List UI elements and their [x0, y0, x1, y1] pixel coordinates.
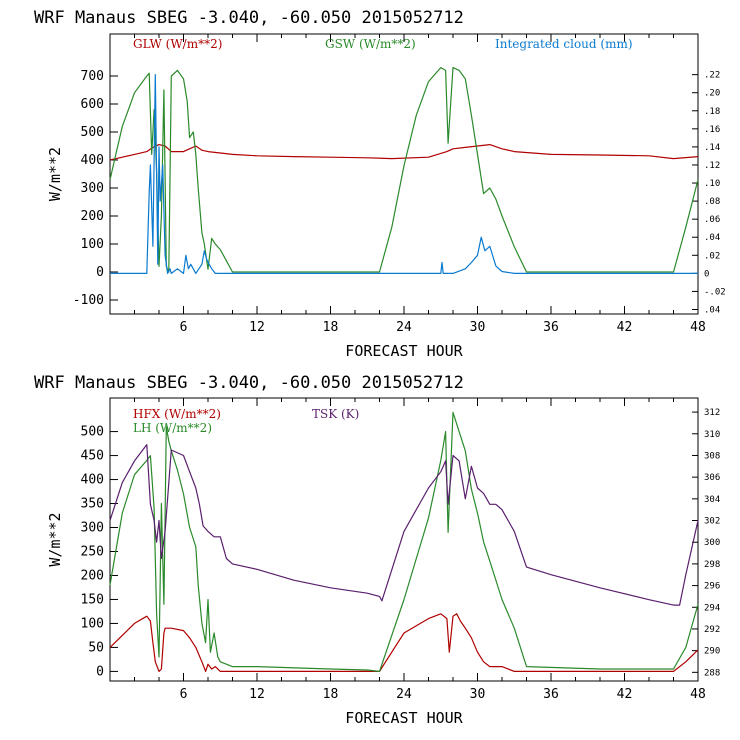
y2-tick-label: 290: [704, 647, 720, 657]
y-tick-label: 300: [81, 521, 104, 536]
y-tick-label: 0: [96, 664, 104, 679]
y2-tick-label: 306: [704, 473, 720, 483]
x-tick-label: 36: [543, 687, 559, 702]
y2-tick-label: .10: [704, 179, 720, 189]
x-tick-label: 24: [396, 320, 412, 335]
x-tick-label: 42: [617, 320, 633, 335]
y2-tick-label: -.02: [704, 287, 726, 297]
y2-tick-label: .02: [704, 251, 720, 261]
y-tick-label: 200: [81, 568, 104, 583]
y2-tick-label: 302: [704, 517, 720, 527]
y2-tick-label: .16: [704, 125, 720, 135]
chart-title: WRF Manaus SBEG -3.040, -60.050 20150527…: [34, 373, 464, 393]
y-tick-label: 350: [81, 497, 104, 512]
y-tick-label: 600: [81, 97, 104, 112]
y2-tick-label: 308: [704, 451, 720, 461]
legend-entry: LH (W/m**2): [133, 421, 212, 435]
y-tick-label: 0: [96, 265, 104, 280]
legend-entry: TSK (K): [312, 407, 359, 421]
y-tick-label: 400: [81, 473, 104, 488]
legend-entry: GLW (W/m**2): [133, 37, 222, 51]
chart-panel-1: WRF Manaus SBEG -3.040, -60.050 20150527…: [34, 8, 726, 360]
y2-tick-label: .04: [704, 305, 720, 315]
y-tick-label: 700: [81, 69, 104, 84]
y2-tick-label: 298: [704, 560, 720, 570]
x-tick-label: 48: [690, 687, 706, 702]
plot-frame: [109, 397, 699, 682]
series-line-hfx: [109, 613, 699, 673]
y2-tick-label: .08: [704, 197, 720, 207]
y2-tick-label: 294: [704, 603, 720, 613]
x-axis-label: FORECAST HOUR: [345, 342, 463, 360]
y-tick-label: 500: [81, 425, 104, 440]
x-axis-label: FORECAST HOUR: [345, 709, 463, 727]
y2-tick-label: .12: [704, 161, 720, 171]
y-tick-label: 500: [81, 125, 104, 140]
x-tick-label: 30: [470, 320, 486, 335]
x-tick-label: 48: [690, 320, 706, 335]
chart-panel-2: WRF Manaus SBEG -3.040, -60.050 20150527…: [34, 373, 720, 727]
y-axis-label: W/m**2: [46, 512, 64, 566]
y-tick-label: 300: [81, 181, 104, 196]
y-tick-label: 50: [88, 640, 104, 655]
y2-tick-label: 288: [704, 668, 720, 678]
y-axis-label: W/m**2: [46, 147, 64, 201]
y2-tick-label: 312: [704, 408, 720, 418]
y-tick-label: 400: [81, 153, 104, 168]
x-tick-label: 24: [396, 687, 412, 702]
y2-tick-label: 304: [704, 495, 720, 505]
y2-tick-label: 310: [704, 430, 720, 440]
x-tick-label: 12: [249, 687, 265, 702]
y2-tick-label: 292: [704, 625, 720, 635]
series-line-integrated: [110, 73, 698, 274]
x-tick-label: 18: [323, 320, 339, 335]
y2-tick-label: .04: [704, 233, 720, 243]
x-tick-label: 42: [617, 687, 633, 702]
y-tick-label: 450: [81, 449, 104, 464]
y2-tick-label: 296: [704, 582, 720, 592]
series-line-gsw: [109, 66, 699, 273]
y-tick-label: 150: [81, 592, 104, 607]
y2-tick-label: 300: [704, 538, 720, 548]
y2-tick-label: 0: [704, 269, 709, 279]
y2-tick-label: .14: [704, 143, 720, 153]
legend-entry: Integrated cloud (mm): [495, 37, 633, 51]
series-line-tsk: [109, 444, 699, 606]
y2-tick-label: .06: [704, 215, 720, 225]
legend-entry: GSW (W/m**2): [325, 37, 416, 51]
y-tick-label: 200: [81, 209, 104, 224]
y2-tick-label: .22: [704, 71, 720, 81]
y-tick-label: -100: [73, 293, 104, 308]
y2-tick-label: .18: [704, 107, 720, 117]
y-tick-label: 100: [81, 237, 104, 252]
y2-tick-label: .20: [704, 89, 720, 99]
y-tick-label: 100: [81, 616, 104, 631]
x-tick-label: 6: [180, 687, 188, 702]
legend-entry: HFX (W/m**2): [133, 407, 221, 421]
y-tick-label: 250: [81, 544, 104, 559]
series-line-lh: [109, 411, 699, 673]
x-tick-label: 6: [180, 320, 188, 335]
x-tick-label: 12: [249, 320, 265, 335]
x-tick-label: 36: [543, 320, 559, 335]
series-line-glw: [109, 144, 699, 161]
chart-title: WRF Manaus SBEG -3.040, -60.050 20150527…: [34, 8, 464, 28]
x-tick-label: 18: [323, 687, 339, 702]
x-tick-label: 30: [470, 687, 486, 702]
